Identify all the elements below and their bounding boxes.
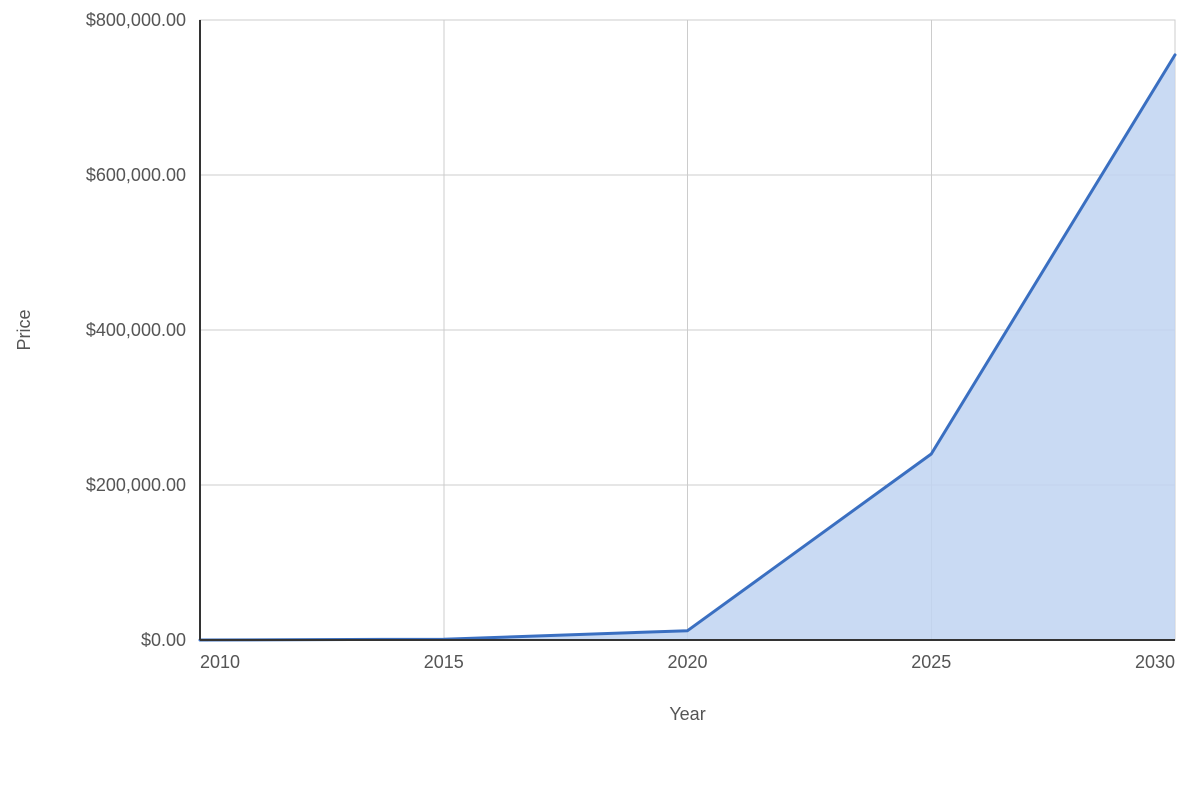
y-axis-title: Price (14, 309, 34, 350)
x-tick-label: 2015 (424, 652, 464, 672)
x-tick-label: 2025 (911, 652, 951, 672)
y-tick-label: $600,000.00 (86, 165, 186, 185)
x-axis-title: Year (669, 704, 705, 724)
y-tick-label: $200,000.00 (86, 475, 186, 495)
y-tick-label: $800,000.00 (86, 10, 186, 30)
chart-svg: 2010 2015 2020 2025 2030 $0.00 $200,000.00 $400… (0, 0, 1200, 800)
x-tick-label: 2020 (667, 652, 707, 672)
y-tick-label: $0.00 (141, 630, 186, 650)
x-tick-label: 2030 (1135, 652, 1175, 672)
x-tick-label: 2010 (200, 652, 240, 672)
y-tick-label: $400,000.00 (86, 320, 186, 340)
price-area-chart: 2010 2015 2020 2025 2030 $0.00 $200,000.00 $400… (0, 0, 1200, 800)
